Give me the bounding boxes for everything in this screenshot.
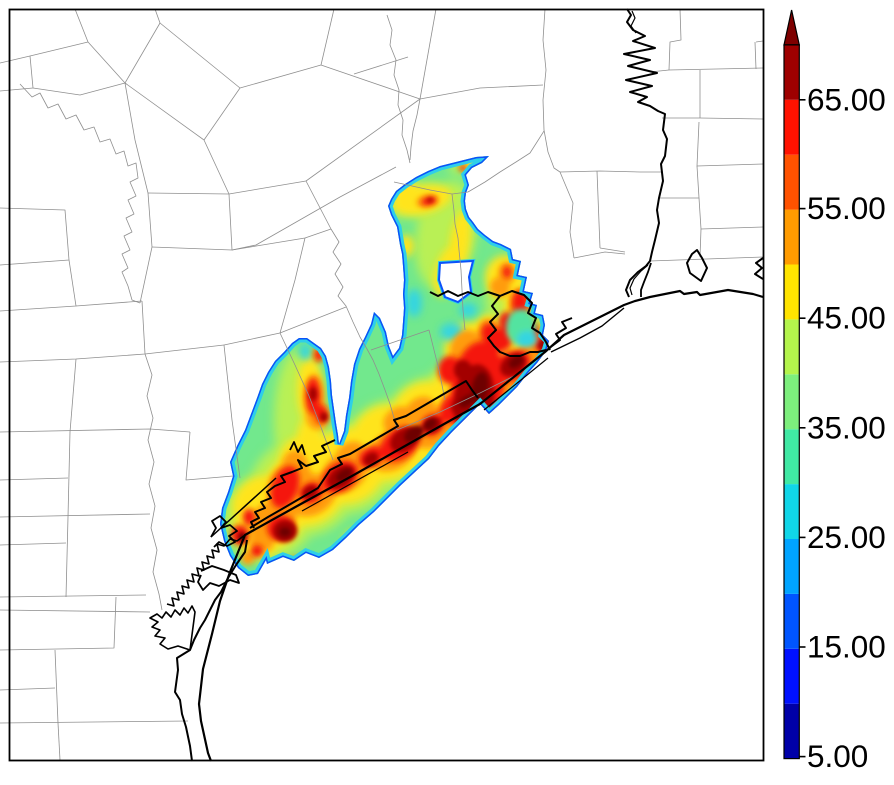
svg-text:15.00: 15.00 bbox=[807, 629, 886, 665]
svg-text:25.00: 25.00 bbox=[807, 519, 886, 555]
svg-text:5.00: 5.00 bbox=[807, 738, 868, 774]
svg-text:55.00: 55.00 bbox=[807, 190, 886, 226]
svg-text:35.00: 35.00 bbox=[807, 409, 886, 445]
svg-text:65.00: 65.00 bbox=[807, 81, 886, 117]
svg-text:45.00: 45.00 bbox=[807, 300, 886, 336]
